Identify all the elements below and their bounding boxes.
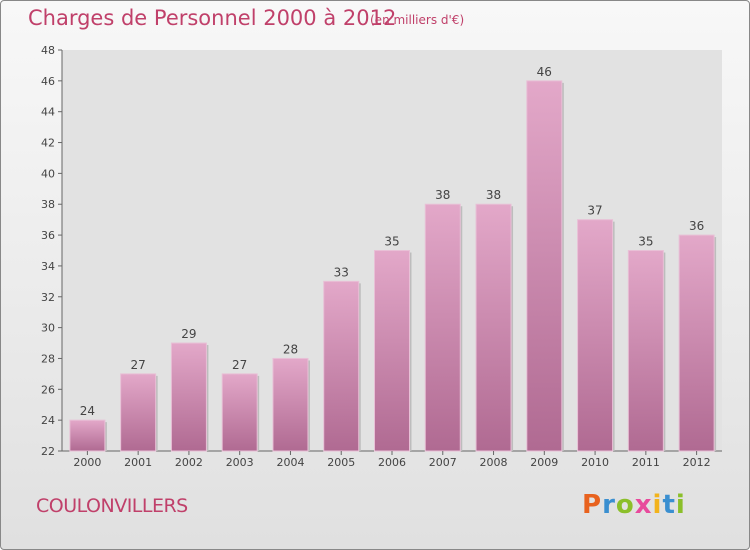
x-tick-label: 2010 (581, 456, 609, 469)
bar-value-label: 28 (283, 342, 298, 356)
x-tick-label: 2006 (378, 456, 406, 469)
bar-value-label: 37 (587, 204, 602, 218)
bar-value-label: 36 (689, 219, 704, 233)
bar-value-label: 33 (334, 265, 349, 279)
y-tick-label: 36 (41, 229, 55, 242)
bar-value-label: 35 (384, 235, 399, 249)
bar (120, 373, 157, 452)
y-tick-label: 38 (41, 198, 55, 211)
y-tick-label: 46 (41, 75, 55, 88)
x-tick-label: 2000 (73, 456, 101, 469)
y-tick-label: 22 (41, 445, 55, 458)
x-tick-label: 2007 (429, 456, 457, 469)
bar (526, 80, 563, 452)
bar (627, 250, 664, 452)
y-tick-label: 32 (41, 291, 55, 304)
bar (323, 280, 360, 452)
x-tick-label: 2004 (276, 456, 304, 469)
bar (69, 419, 106, 452)
logo-letter: i (652, 490, 663, 520)
y-tick-label: 48 (41, 44, 55, 57)
bar-value-label: 29 (181, 327, 196, 341)
bar-value-label: 35 (638, 235, 653, 249)
bar-value-label: 38 (435, 188, 450, 202)
y-tick-label: 30 (41, 322, 55, 335)
x-tick-label: 2008 (480, 456, 508, 469)
bar-value-label: 24 (80, 404, 95, 418)
x-tick-label: 2009 (530, 456, 558, 469)
bar-value-label: 27 (232, 358, 247, 372)
bar-value-label: 46 (537, 65, 552, 79)
bar-value-label: 27 (131, 358, 146, 372)
logo-letter: x (634, 490, 653, 520)
town-name: COULONVILLERS (36, 495, 188, 517)
x-tick-label: 2005 (327, 456, 355, 469)
bar (475, 203, 512, 452)
x-tick-label: 2003 (226, 456, 254, 469)
bar (221, 373, 258, 452)
bar (272, 357, 309, 452)
logo-letter: P (582, 490, 603, 520)
bar (678, 234, 715, 452)
x-tick-label: 2012 (683, 456, 711, 469)
bar-value-label: 38 (486, 188, 501, 202)
logo-letter: t (662, 490, 676, 520)
logo-letter: r (602, 490, 616, 520)
chart-subtitle: (en milliers d'€) (370, 13, 465, 27)
y-tick-label: 26 (41, 383, 55, 396)
bar (577, 219, 614, 452)
y-tick-label: 42 (41, 137, 55, 150)
x-tick-label: 2011 (632, 456, 660, 469)
bar (424, 203, 461, 452)
x-tick-label: 2001 (124, 456, 152, 469)
bar (170, 342, 207, 452)
bar (374, 250, 410, 452)
proxiti-logo[interactable]: Proxiti (582, 490, 686, 520)
logo-letter: o (615, 490, 635, 520)
y-tick-label: 24 (41, 414, 55, 427)
logo-letter: i (675, 490, 686, 520)
y-tick-label: 44 (41, 106, 55, 119)
y-tick-label: 34 (41, 260, 55, 273)
chart-title: Charges de Personnel 2000 à 2012 (28, 6, 397, 30)
y-tick-label: 28 (41, 352, 55, 365)
y-tick-label: 40 (41, 167, 55, 180)
x-tick-label: 2002 (175, 456, 203, 469)
